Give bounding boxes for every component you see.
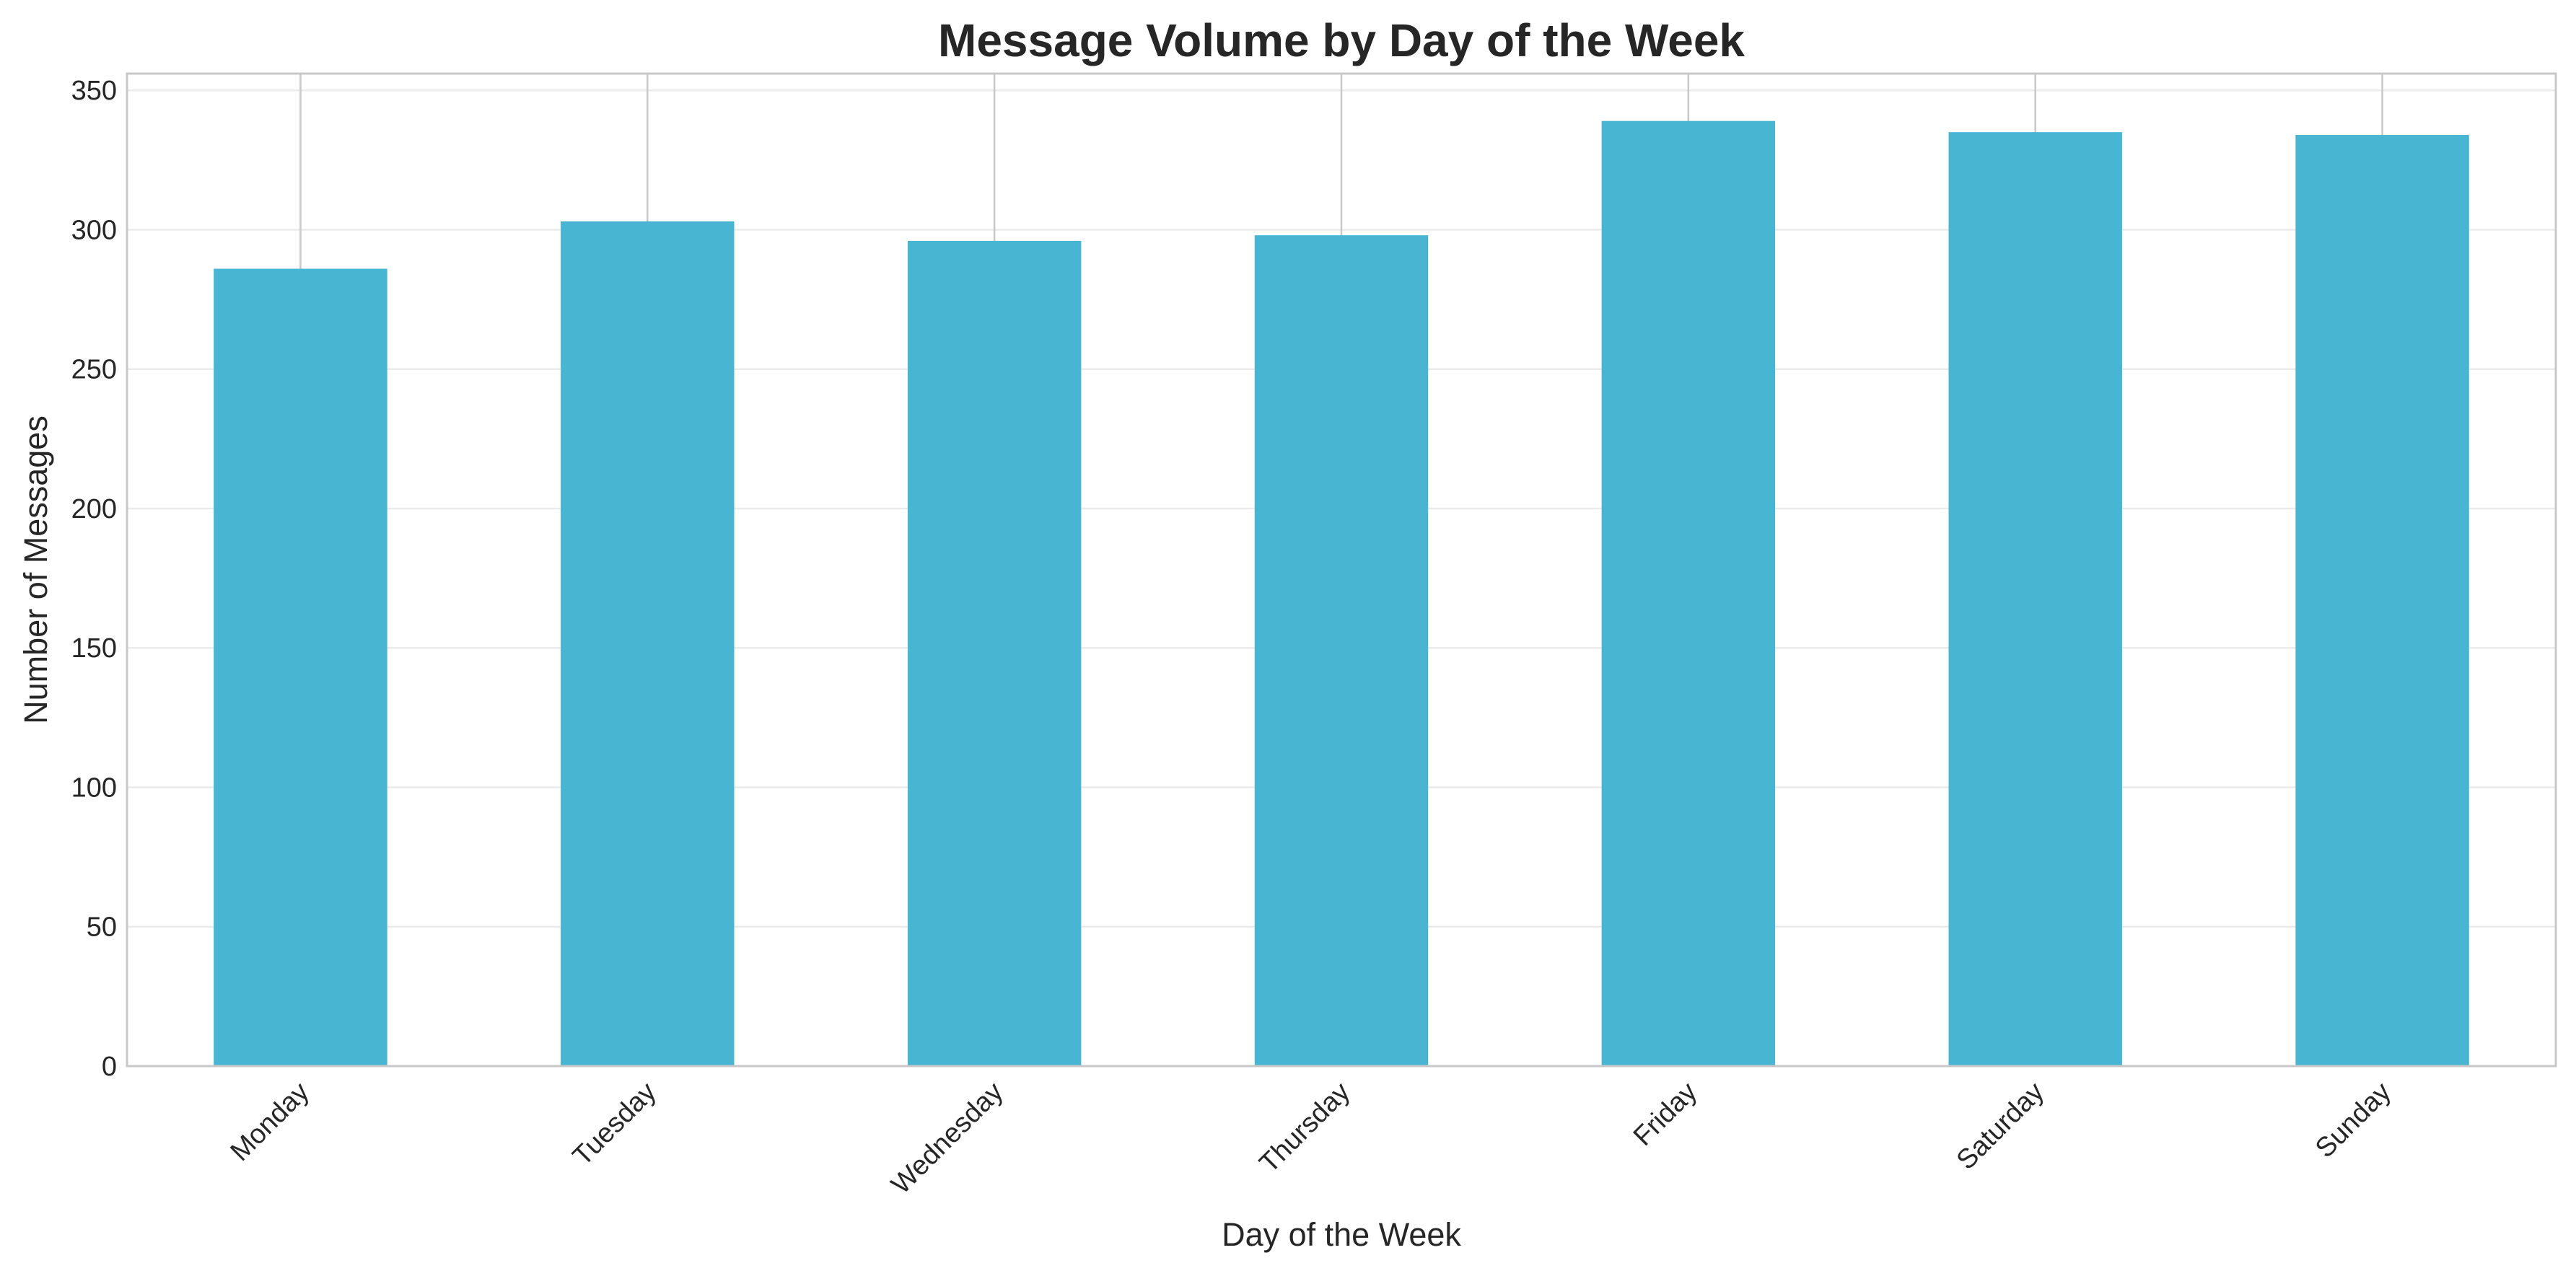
x-tick-label: Tuesday: [567, 1077, 662, 1172]
y-axis-label: Number of Messages: [17, 415, 54, 724]
y-tick-label: 350: [71, 76, 117, 106]
x-tick-label: Thursday: [1254, 1077, 1357, 1179]
x-tick-label: Saturday: [1951, 1077, 2050, 1176]
bar-series: [214, 120, 2469, 1067]
y-tick-label: 50: [87, 912, 117, 943]
y-tick-label: 150: [71, 633, 117, 664]
x-axis-tick-labels: Monday Tuesday Wednesday Thursday Friday Satu…: [224, 1077, 2396, 1200]
y-tick-label: 0: [102, 1052, 117, 1082]
bar-thursday: [1254, 235, 1429, 1066]
chart-title: Message Volume by Day of the Week: [938, 14, 1745, 66]
x-tick-label: Wednesday: [885, 1077, 1009, 1200]
y-tick-label: 250: [71, 355, 117, 385]
bar-friday: [1601, 120, 1776, 1066]
bar-tuesday: [561, 221, 735, 1066]
bar-wednesday: [907, 240, 1082, 1066]
plot-frame: [126, 72, 2557, 1068]
bar-monday: [214, 268, 387, 1067]
y-tick-label: 300: [71, 215, 117, 245]
y-tick-label: 200: [71, 494, 117, 524]
y-axis-tick-labels: 0 50 100 150 200 250 300 350: [71, 76, 117, 1082]
bar-sunday: [2295, 135, 2469, 1067]
x-tick-label: Monday: [224, 1077, 315, 1167]
x-tick-label: Sunday: [2310, 1077, 2397, 1164]
bar-saturday: [1948, 132, 2122, 1066]
x-tick-label: Friday: [1628, 1077, 1703, 1152]
x-axis-label: Day of the Week: [1222, 1216, 1461, 1253]
y-tick-label: 100: [71, 773, 117, 803]
